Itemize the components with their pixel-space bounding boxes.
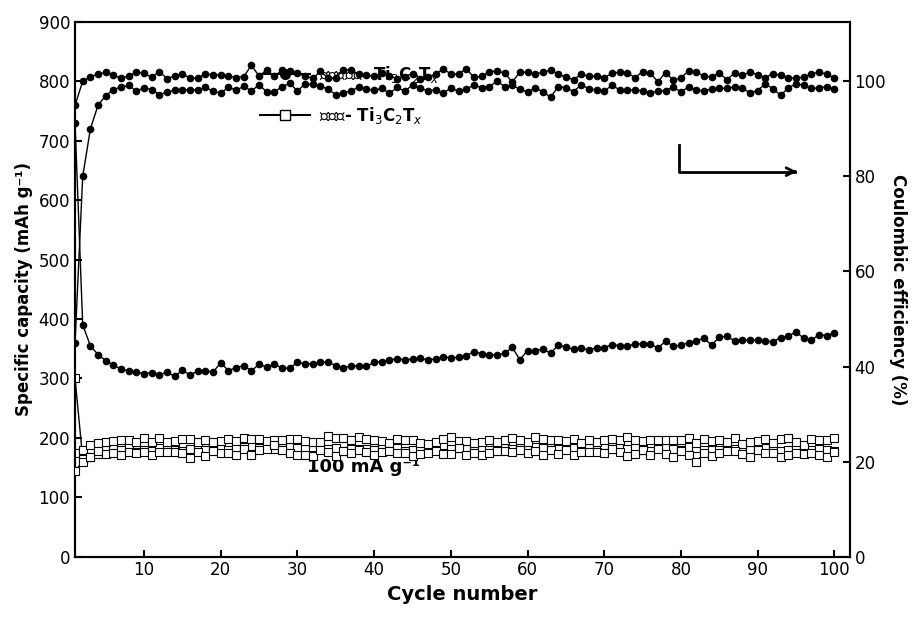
- Text: 100 mA g⁻¹: 100 mA g⁻¹: [307, 459, 420, 477]
- Legend: 机械化学法- Ti$_{3}$C$_{2}$T$_{x}$, 常规法- Ti$_{3}$C$_{2}$T$_{x}$: 机械化学法- Ti$_{3}$C$_{2}$T$_{x}$, 常规法- Ti$_…: [254, 57, 446, 132]
- Y-axis label: Specific capacity (mAh g⁻¹): Specific capacity (mAh g⁻¹): [15, 162, 33, 417]
- X-axis label: Cycle number: Cycle number: [387, 585, 538, 604]
- Y-axis label: Coulombic efficiency (%): Coulombic efficiency (%): [889, 173, 907, 405]
